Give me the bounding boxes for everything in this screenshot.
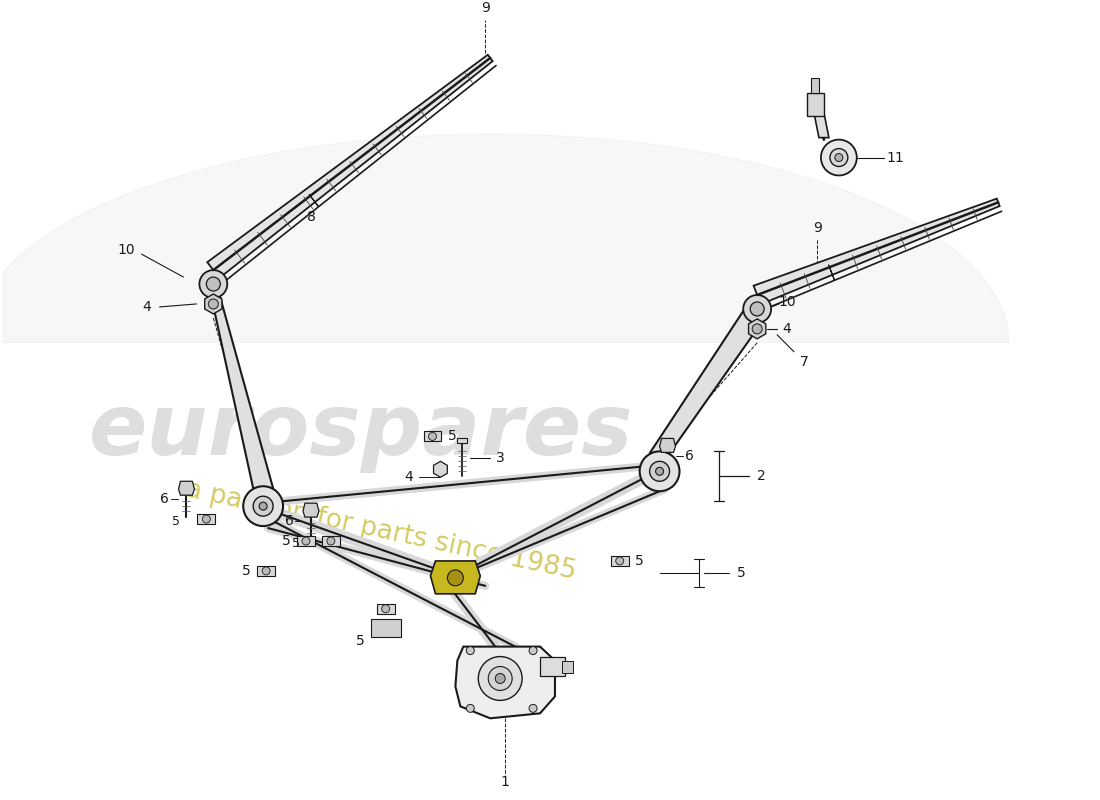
Text: 6: 6 — [285, 514, 294, 528]
Circle shape — [529, 646, 537, 654]
Text: 5: 5 — [292, 537, 300, 550]
Polygon shape — [828, 266, 835, 280]
Text: 3: 3 — [496, 451, 505, 466]
Polygon shape — [814, 113, 829, 138]
Text: 2: 2 — [757, 470, 766, 483]
Circle shape — [302, 537, 310, 545]
Text: 5: 5 — [636, 554, 644, 568]
Circle shape — [495, 674, 505, 683]
Circle shape — [253, 496, 273, 516]
Polygon shape — [302, 503, 319, 517]
Circle shape — [616, 557, 624, 565]
Text: 9: 9 — [813, 221, 822, 235]
Circle shape — [448, 570, 463, 586]
Text: 4: 4 — [783, 322, 791, 336]
Polygon shape — [458, 438, 468, 443]
Polygon shape — [650, 299, 764, 454]
Circle shape — [478, 657, 522, 700]
Circle shape — [821, 140, 857, 175]
Circle shape — [207, 277, 220, 291]
Polygon shape — [811, 78, 818, 93]
Text: 1: 1 — [500, 775, 509, 789]
Polygon shape — [660, 438, 675, 452]
Text: 10: 10 — [118, 243, 135, 257]
Circle shape — [208, 299, 218, 309]
Text: 10: 10 — [779, 295, 796, 309]
Text: 6: 6 — [161, 492, 169, 506]
Text: 7: 7 — [800, 354, 808, 369]
Text: 6: 6 — [685, 450, 694, 463]
Text: 9: 9 — [481, 1, 490, 15]
Polygon shape — [540, 657, 565, 677]
Circle shape — [829, 149, 848, 166]
Polygon shape — [376, 604, 395, 614]
Polygon shape — [205, 294, 222, 314]
Polygon shape — [433, 462, 448, 478]
Text: 4: 4 — [142, 300, 151, 314]
Text: 4: 4 — [404, 470, 412, 484]
Circle shape — [529, 704, 537, 712]
Polygon shape — [610, 556, 629, 566]
Circle shape — [752, 324, 762, 334]
Polygon shape — [749, 319, 766, 339]
Text: 11: 11 — [887, 150, 904, 165]
Polygon shape — [455, 646, 556, 718]
Circle shape — [488, 666, 513, 690]
Polygon shape — [807, 93, 824, 116]
Circle shape — [327, 537, 334, 545]
Circle shape — [262, 567, 271, 575]
Circle shape — [750, 302, 764, 316]
Circle shape — [656, 467, 663, 475]
Polygon shape — [309, 194, 319, 207]
Circle shape — [466, 646, 474, 654]
Circle shape — [429, 433, 437, 441]
Text: 5: 5 — [448, 430, 456, 443]
Text: 5: 5 — [282, 534, 290, 548]
Text: 5: 5 — [173, 514, 180, 528]
Circle shape — [202, 515, 210, 523]
Circle shape — [199, 270, 228, 298]
Circle shape — [260, 502, 267, 510]
Text: eurospares: eurospares — [88, 390, 632, 473]
Polygon shape — [257, 566, 275, 576]
Circle shape — [382, 605, 389, 613]
Circle shape — [744, 295, 771, 323]
Polygon shape — [207, 274, 273, 488]
Polygon shape — [562, 661, 573, 673]
Text: 5: 5 — [242, 564, 251, 578]
Polygon shape — [371, 618, 400, 637]
Polygon shape — [430, 561, 481, 594]
Polygon shape — [424, 431, 441, 442]
Text: 5: 5 — [737, 566, 746, 580]
Circle shape — [639, 451, 680, 491]
Text: 8: 8 — [307, 210, 316, 224]
Text: 5: 5 — [356, 634, 365, 648]
Polygon shape — [197, 514, 216, 524]
Polygon shape — [297, 536, 315, 546]
Polygon shape — [322, 536, 340, 546]
Polygon shape — [178, 482, 195, 495]
Circle shape — [243, 486, 283, 526]
Text: a passion for parts since 1985: a passion for parts since 1985 — [183, 477, 579, 586]
Polygon shape — [754, 198, 1000, 304]
Circle shape — [835, 154, 843, 162]
Polygon shape — [207, 54, 493, 278]
Circle shape — [650, 462, 670, 482]
Circle shape — [466, 704, 474, 712]
